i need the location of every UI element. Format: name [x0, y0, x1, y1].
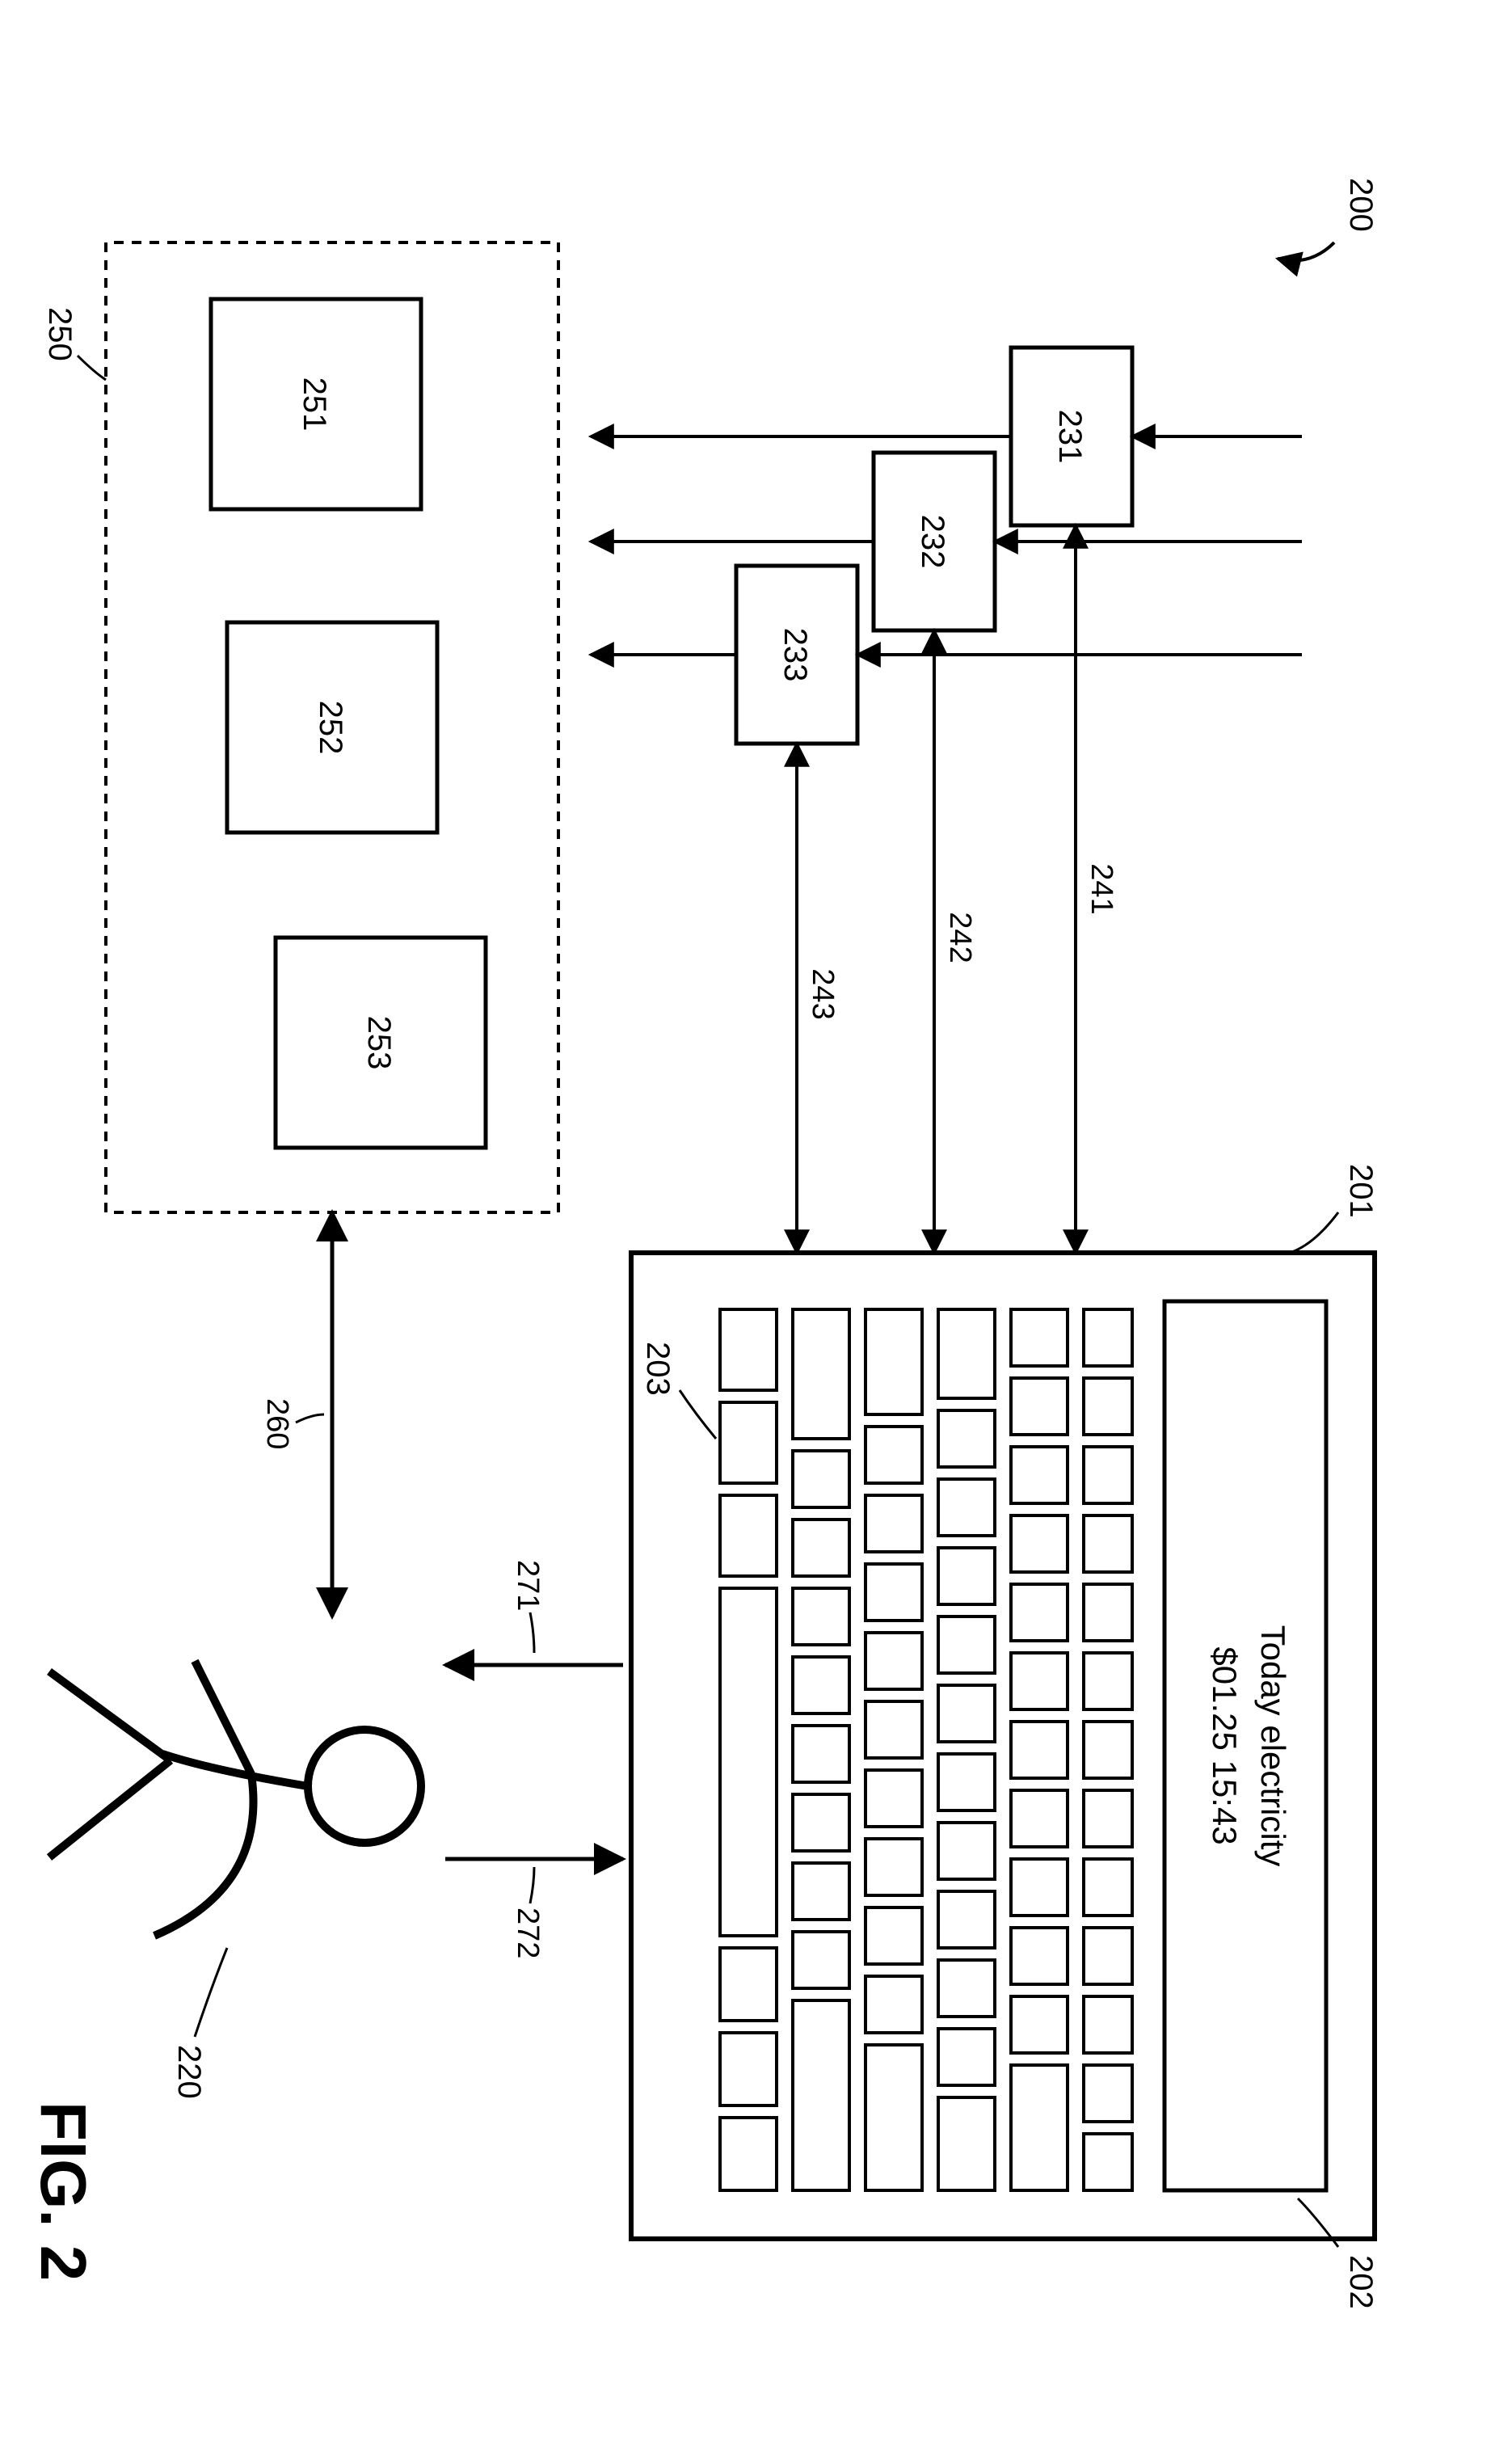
leader-260	[296, 1414, 324, 1423]
ref-272: 272	[511, 1907, 545, 1958]
display-line1: Today electricity	[1254, 1625, 1292, 1867]
leader-201	[1290, 1212, 1338, 1253]
ref-201: 201	[1343, 1164, 1379, 1218]
device: Today electricity $01.25 15:43	[631, 1253, 1375, 2239]
leader-250	[78, 356, 106, 380]
leader-203	[680, 1390, 716, 1439]
ref-203: 203	[640, 1342, 676, 1396]
ref-241: 241	[1085, 863, 1118, 914]
appliance-252: 252	[313, 701, 348, 755]
leader-272	[530, 1867, 534, 1903]
ref-202: 202	[1343, 2255, 1379, 2309]
leader-220	[195, 1948, 227, 2037]
appliance-253: 253	[361, 1016, 397, 1070]
figure-label: FIG. 2	[27, 2101, 99, 2281]
user-icon	[49, 1661, 421, 1936]
meter-231: 231	[1052, 410, 1088, 464]
ref-271: 271	[511, 1560, 545, 1611]
leader-271	[530, 1612, 534, 1653]
keyboard	[720, 1309, 1132, 2190]
ref-243: 243	[806, 968, 840, 1019]
appliances: 251 252 253	[211, 299, 486, 1148]
ref-260: 260	[260, 1398, 294, 1449]
display-line2: $01.25 15:43	[1206, 1646, 1244, 1844]
appliance-251: 251	[297, 377, 332, 432]
ref-242: 242	[943, 912, 977, 963]
figure-ref-pointer	[1278, 242, 1334, 261]
ref-220: 220	[171, 2045, 207, 2099]
meter-233: 233	[777, 628, 813, 682]
ref-250: 250	[42, 307, 78, 361]
meter-232: 232	[915, 515, 950, 569]
figure-ref: 200	[1343, 178, 1379, 232]
